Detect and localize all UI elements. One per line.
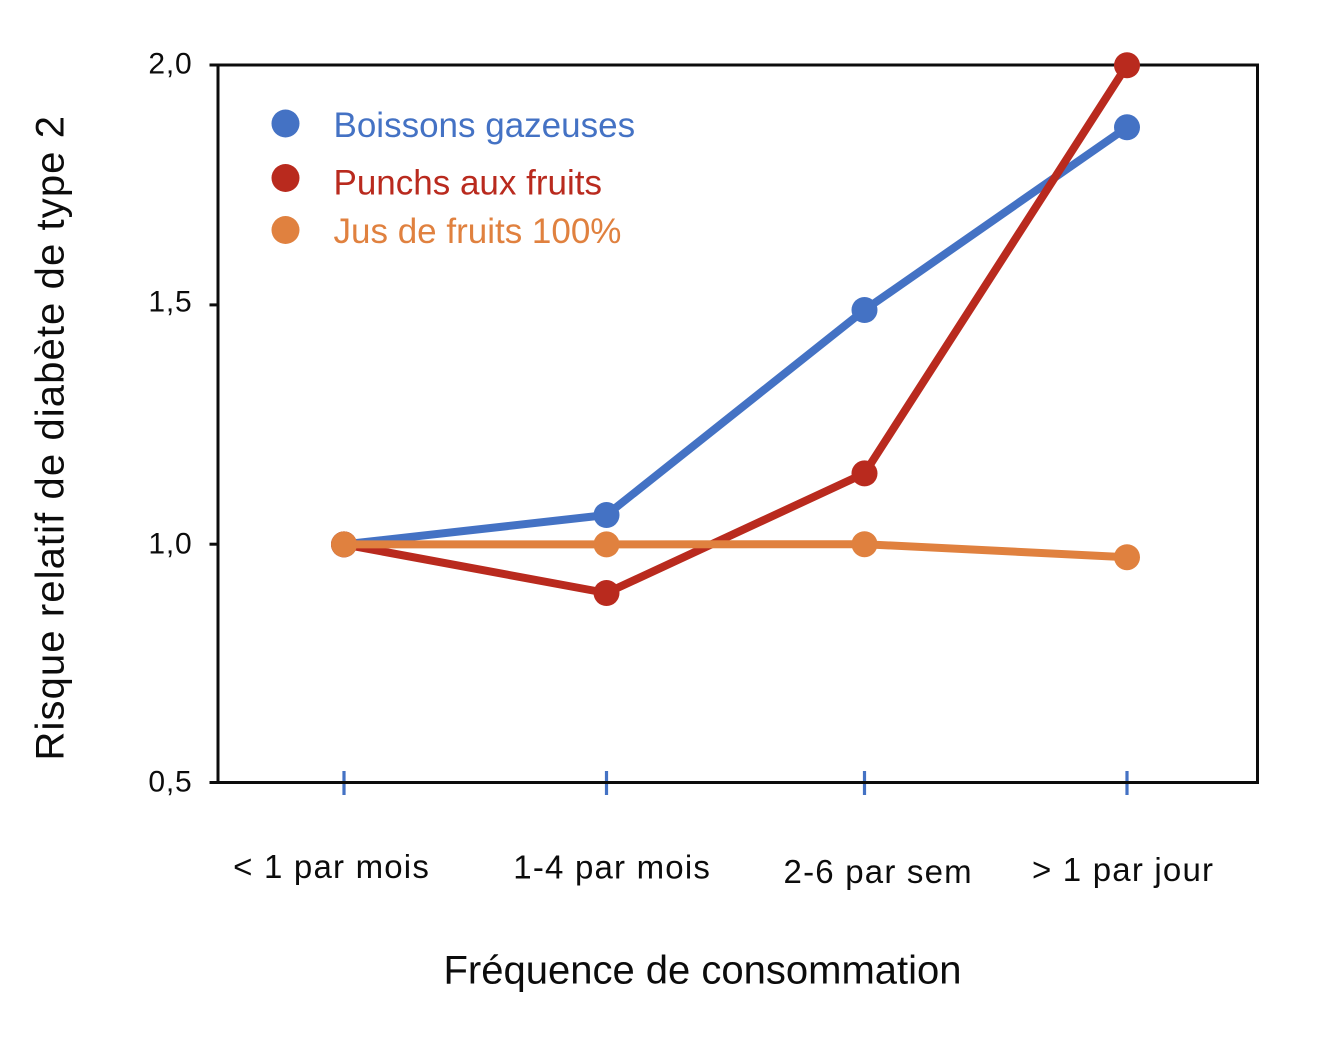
svg-text:Risque relatif de diabète de t: Risque relatif de diabète de type 2 — [29, 115, 73, 761]
svg-text:2,0: 2,0 — [148, 47, 192, 80]
svg-text:1,5: 1,5 — [148, 286, 192, 319]
svg-text:Punchs aux fruits: Punchs aux fruits — [334, 164, 602, 203]
svg-text:Fréquence de consommation: Fréquence de consommation — [443, 949, 961, 993]
svg-text:2-6 par sem: 2-6 par sem — [784, 853, 973, 890]
svg-text:< 1 par mois: < 1 par mois — [233, 848, 430, 885]
svg-text:0,5: 0,5 — [148, 766, 192, 799]
svg-text:1-4 par mois: 1-4 par mois — [513, 849, 711, 886]
svg-text:Boissons gazeuses: Boissons gazeuses — [334, 106, 636, 145]
svg-text:Jus de fruits 100%: Jus de fruits 100% — [334, 212, 622, 251]
svg-text:> 1 par jour: > 1 par jour — [1032, 851, 1214, 888]
svg-text:1,0: 1,0 — [148, 527, 192, 560]
